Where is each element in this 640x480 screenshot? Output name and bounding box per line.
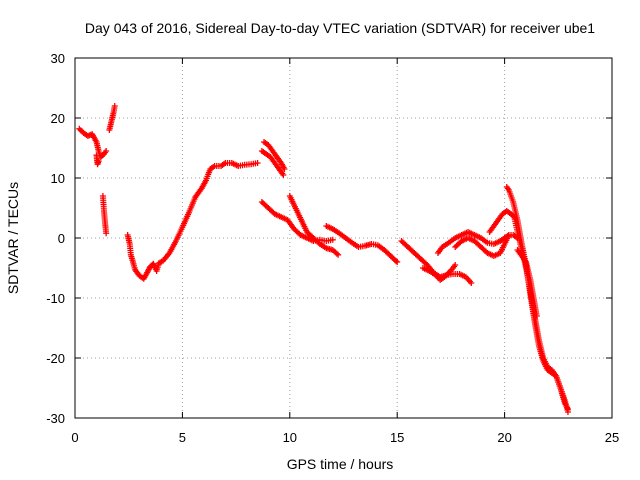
y-tick-label: -30 — [46, 411, 65, 426]
y-tick-labels: -30 -20 -10 0 10 20 30 — [46, 51, 65, 426]
y-tick-label: -20 — [46, 351, 65, 366]
data-track — [286, 193, 342, 258]
data-track — [261, 139, 288, 172]
data-point — [77, 127, 84, 134]
x-tick-label: 0 — [71, 430, 78, 445]
x-tick-label: 25 — [605, 430, 619, 445]
data-point — [452, 262, 459, 268]
data-track — [419, 262, 459, 283]
data-point — [95, 158, 102, 165]
data-point — [468, 280, 475, 286]
data-point — [335, 251, 342, 258]
data-point — [254, 160, 261, 166]
x-tick-label: 20 — [497, 430, 511, 445]
data-track — [452, 232, 521, 259]
x-tick-label: 10 — [283, 430, 297, 445]
data-point — [394, 259, 401, 265]
data-point — [76, 125, 83, 132]
data-markers — [76, 103, 571, 415]
data-point — [103, 230, 110, 237]
y-tick-label: 10 — [51, 171, 65, 186]
data-track — [514, 247, 540, 319]
data-point — [564, 406, 571, 412]
data-track — [93, 152, 102, 168]
data-track — [323, 223, 401, 265]
plot-frame — [74, 57, 613, 419]
y-axis-label: SDTVAR / TECUs — [5, 182, 21, 294]
data-track — [124, 160, 261, 282]
x-axis-label: GPS time / hours — [287, 456, 394, 472]
data-track — [76, 125, 110, 160]
data-point — [333, 250, 340, 257]
y-tick-label: 0 — [58, 231, 65, 246]
data-point — [329, 236, 336, 243]
data-point — [533, 313, 540, 319]
y-tick-label: -10 — [46, 291, 65, 306]
data-track — [258, 148, 287, 178]
data-point — [393, 258, 400, 265]
data-point — [281, 166, 288, 172]
data-track — [258, 199, 336, 244]
x-tick-labels: 0 5 10 15 20 25 — [71, 430, 619, 445]
data-track — [106, 103, 118, 133]
x-tick-label: 15 — [390, 430, 404, 445]
data-point — [103, 148, 110, 154]
chart-title: Day 043 of 2016, Sidereal Day-to-day VTE… — [85, 20, 595, 36]
data-track — [99, 193, 110, 237]
x-tick-label: 5 — [179, 430, 186, 445]
y-tick-label: 30 — [51, 51, 65, 66]
data-point — [111, 103, 118, 109]
data-point — [280, 172, 287, 178]
y-tick-label: 20 — [51, 111, 65, 126]
